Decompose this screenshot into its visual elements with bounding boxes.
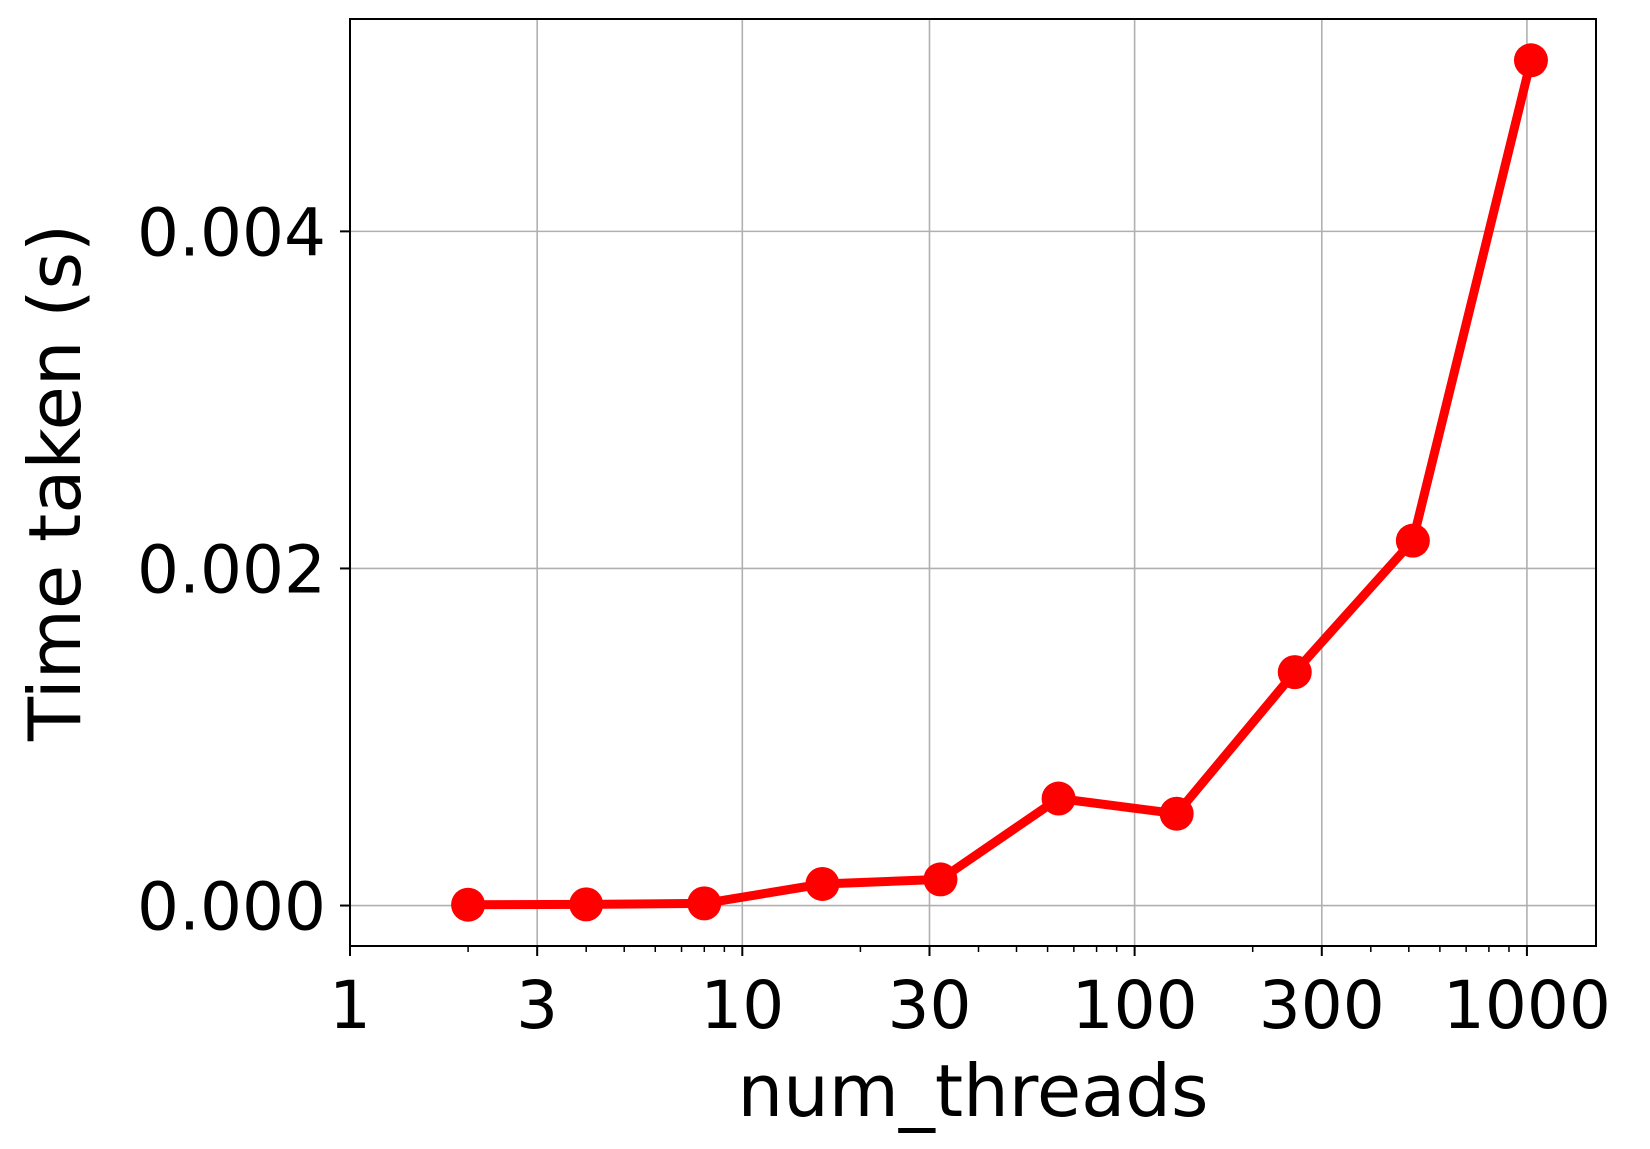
y-tick-label: 0.002 (137, 531, 326, 608)
data-point (569, 887, 604, 922)
x-tick-labels: 1 3 10 30 100 300 1000 (329, 967, 1611, 1044)
x-tick-label: 10 (700, 967, 784, 1044)
data-point (805, 866, 840, 901)
plot-frame (349, 18, 1597, 947)
y-tick-label: 0.000 (137, 869, 326, 946)
x-tick-label: 1 (329, 967, 371, 1044)
data-point (1513, 43, 1548, 78)
x-tick-label: 100 (1072, 967, 1198, 1044)
series-line (463, 55, 1536, 910)
data-point (923, 862, 958, 897)
axis-ticks (340, 230, 1528, 956)
y-tick-label: 0.004 (137, 194, 326, 271)
data-point (1041, 781, 1076, 816)
data-point (1395, 523, 1430, 558)
data-point (1159, 796, 1194, 831)
x-axis-label: num_threads (738, 1049, 1209, 1133)
x-tick-label: 3 (516, 967, 558, 1044)
data-point (1277, 655, 1312, 690)
x-tick-label: 30 (887, 967, 971, 1044)
data-point (451, 887, 486, 922)
series-layer (451, 43, 1548, 922)
y-tick-labels: 0.000 0.002 0.004 (137, 194, 326, 945)
y-axis-label: Time taken (s) (13, 224, 97, 742)
x-tick-label: 300 (1259, 967, 1385, 1044)
data-point (687, 886, 722, 921)
x-tick-label: 1000 (1443, 967, 1611, 1044)
grid-lines (349, 19, 1596, 946)
